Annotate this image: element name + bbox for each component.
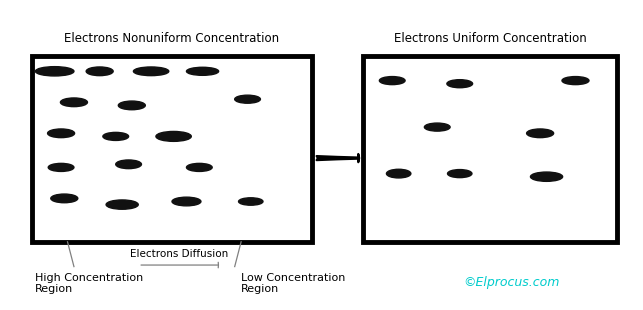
Text: ©Elprocus.com: ©Elprocus.com — [463, 276, 559, 289]
Ellipse shape — [447, 80, 473, 88]
Ellipse shape — [530, 172, 563, 181]
Ellipse shape — [86, 67, 113, 76]
Ellipse shape — [386, 169, 411, 178]
Ellipse shape — [156, 131, 192, 141]
Ellipse shape — [51, 194, 78, 203]
Ellipse shape — [562, 77, 589, 85]
Ellipse shape — [424, 123, 450, 131]
Ellipse shape — [48, 129, 75, 138]
Ellipse shape — [186, 67, 219, 75]
Ellipse shape — [448, 170, 472, 178]
Text: Electrons Nonuniform Concentration: Electrons Nonuniform Concentration — [64, 32, 280, 45]
Ellipse shape — [186, 163, 212, 171]
Text: Electrons Uniform Concentration: Electrons Uniform Concentration — [394, 32, 586, 45]
Ellipse shape — [48, 163, 74, 171]
Ellipse shape — [35, 67, 74, 76]
Text: High Concentration
Region: High Concentration Region — [35, 273, 143, 294]
Ellipse shape — [106, 200, 138, 209]
Ellipse shape — [239, 198, 263, 205]
Ellipse shape — [116, 160, 141, 169]
Text: Electrons Diffusion: Electrons Diffusion — [130, 250, 228, 259]
Bar — [32, 56, 312, 242]
Ellipse shape — [527, 129, 554, 138]
Ellipse shape — [103, 132, 129, 140]
Ellipse shape — [172, 197, 201, 206]
Ellipse shape — [235, 95, 260, 103]
Ellipse shape — [118, 101, 145, 110]
Ellipse shape — [60, 98, 87, 107]
Bar — [363, 56, 617, 242]
Ellipse shape — [134, 67, 168, 76]
Ellipse shape — [379, 77, 405, 85]
Text: Low Concentration
Region: Low Concentration Region — [241, 273, 345, 294]
